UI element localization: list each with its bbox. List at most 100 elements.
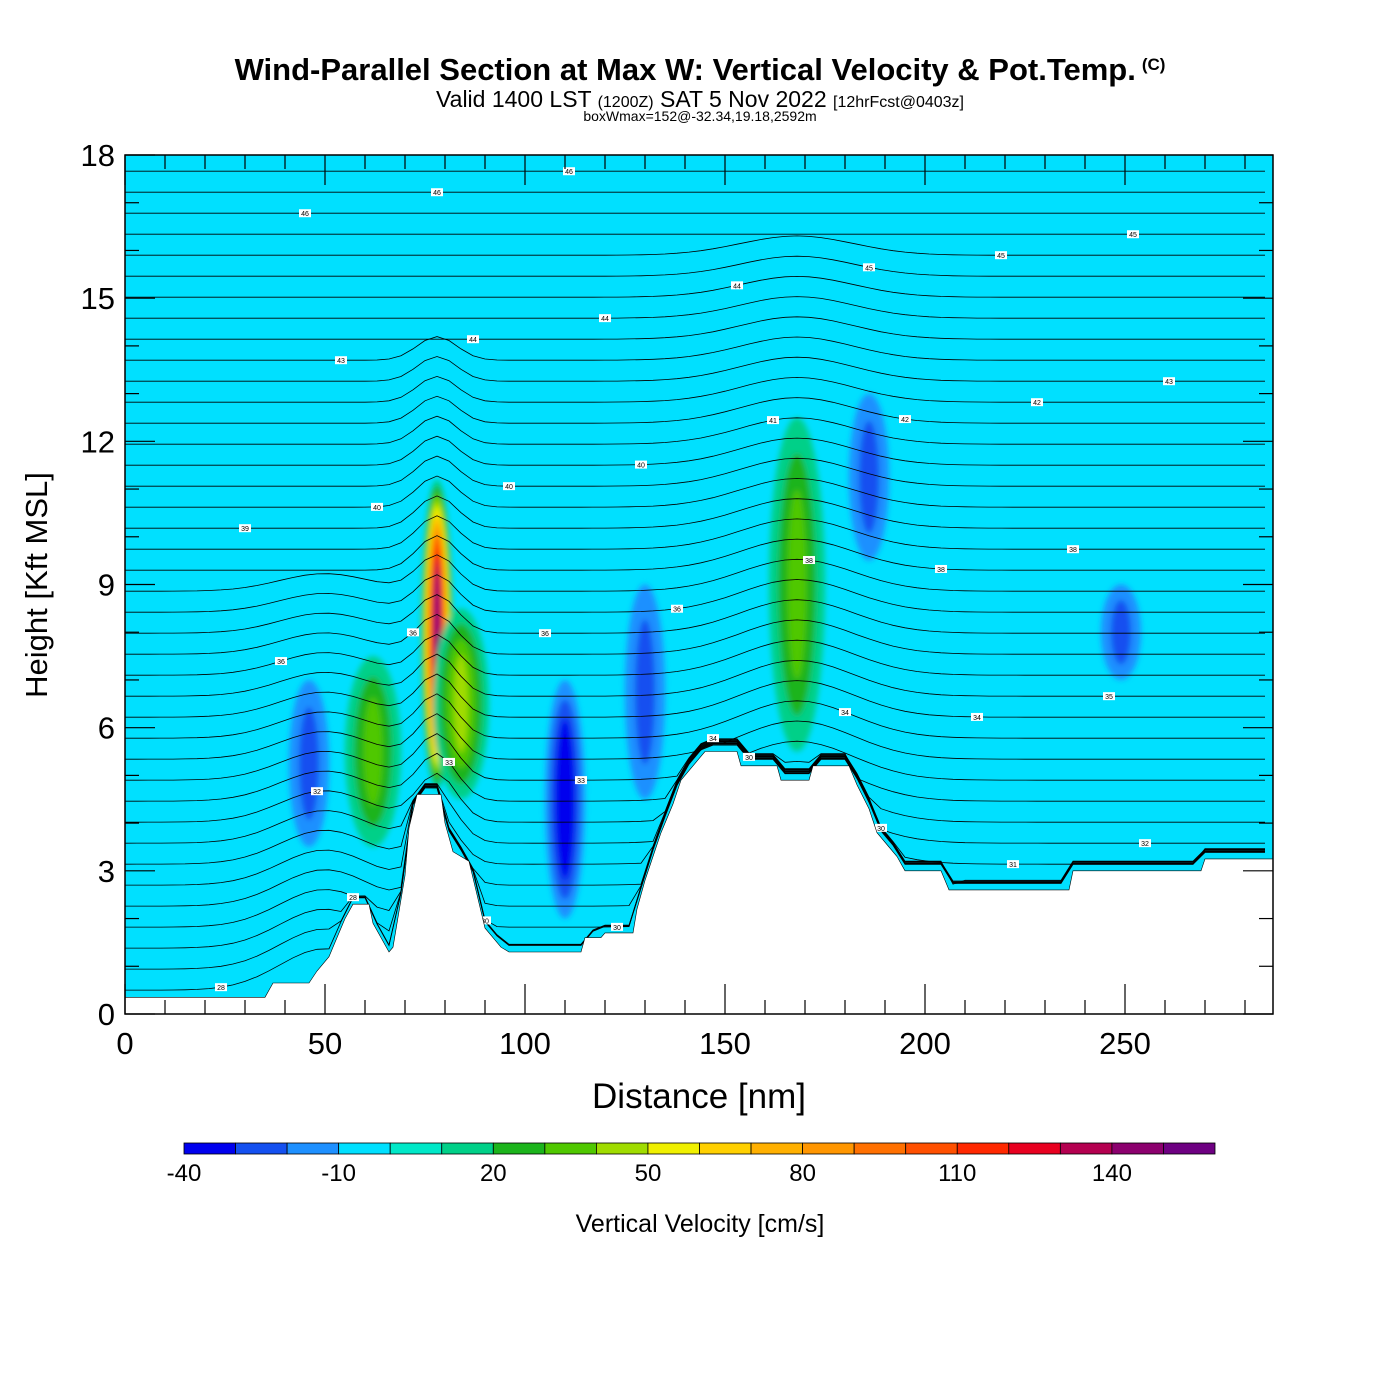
colorbar-swatch-10 xyxy=(441,1142,494,1155)
isentrope-label-3: 30 xyxy=(613,925,621,932)
isentrope-label-33: 44 xyxy=(733,283,741,290)
y-tick-label-3: 3 xyxy=(98,854,115,889)
isentrope-label-30: 43 xyxy=(337,358,345,365)
isentrope-line-3 xyxy=(125,742,1265,928)
isentrope-label-37: 46 xyxy=(301,211,309,218)
isentrope-line-25 xyxy=(125,435,1265,466)
updraft-core-2-level-3 xyxy=(363,697,383,806)
isentrope-label-17: 36 xyxy=(541,631,549,638)
isentrope-label-34: 45 xyxy=(865,265,873,272)
copyright-mark: (C) xyxy=(1141,55,1166,74)
isentrope-line-20 xyxy=(125,535,1265,571)
isentrope-label-bg-29 xyxy=(1163,377,1175,386)
isentrope-label-8: 32 xyxy=(313,789,321,796)
y-axis-label: Height [Kft MSL] xyxy=(19,472,54,698)
colorbar-swatch-0 xyxy=(389,1142,443,1155)
isentrope-label-bg-15 xyxy=(275,657,287,666)
isentrope-label-bg-30 xyxy=(335,356,347,365)
x-tick-label-100: 100 xyxy=(499,1026,551,1061)
isentrope-line-22 xyxy=(125,495,1265,529)
isentrope-label-25: 40 xyxy=(637,463,645,470)
colorbar-swatch-30 xyxy=(544,1142,597,1155)
downdraft-core-5-level-2 xyxy=(299,707,319,820)
y-tick-label-9: 9 xyxy=(98,568,115,603)
x-tick-label-250: 250 xyxy=(1099,1026,1151,1061)
colorbar-swatch--30 xyxy=(235,1142,288,1155)
isentrope-label-39: 46 xyxy=(565,169,573,176)
colorbar-swatch-80 xyxy=(802,1142,855,1155)
isentrope-label-bg-16 xyxy=(407,628,419,637)
colorbar-swatch-70 xyxy=(750,1142,803,1155)
x-tick-label-50: 50 xyxy=(308,1026,342,1061)
isentrope-label-9: 33 xyxy=(445,760,453,767)
isentrope-label-21: 38 xyxy=(1069,547,1077,554)
isentrope-label-bg-31 xyxy=(467,335,479,344)
colorbar-tick-label--40: -40 xyxy=(167,1160,202,1187)
isentrope-label-19: 38 xyxy=(805,558,813,565)
isentrope-line-6 xyxy=(125,740,1265,865)
isentrope-label-bg-38 xyxy=(431,188,443,197)
colorbar-swatch-90 xyxy=(853,1142,907,1155)
isentrope-label-13: 34 xyxy=(973,715,981,722)
isentrope-label-32: 44 xyxy=(601,316,609,323)
isentrope-line-26 xyxy=(125,415,1265,445)
downdraft-core-4-level-4 xyxy=(560,738,570,861)
box-wmax-info: boxWmax=152@-32.34,19.18,2592m xyxy=(583,108,817,124)
isentrope-label-10: 33 xyxy=(577,778,585,785)
isentrope-label-23: 40 xyxy=(373,505,381,512)
isentrope-label-bg-1 xyxy=(347,893,359,902)
isentrope-label-5: 30 xyxy=(877,826,885,833)
isentrope-label-11: 34 xyxy=(709,736,717,743)
downdraft-core-8-level-2 xyxy=(1111,600,1131,665)
isentrope-line-27 xyxy=(125,395,1265,424)
isentrope-line-19 xyxy=(125,554,1265,592)
isentrope-label-28: 42 xyxy=(1033,400,1041,407)
isentrope-label-bg-12 xyxy=(839,708,851,717)
colorbar-swatch-60 xyxy=(699,1142,752,1155)
x-tick-label-200: 200 xyxy=(899,1026,951,1061)
isentrope-line-12 xyxy=(125,693,1265,739)
isentrope-line-23 xyxy=(125,475,1265,508)
isentrope-label-bg-22 xyxy=(239,524,251,533)
isentrope-label-bg-11 xyxy=(707,734,719,743)
terrain-mask xyxy=(125,751,1273,1014)
colorbar-swatch--20 xyxy=(286,1142,340,1155)
isentrope-label-36: 45 xyxy=(1129,232,1137,239)
colorbar-swatch-130 xyxy=(1059,1142,1113,1155)
isentrope-label-bg-34 xyxy=(863,263,875,272)
isentrope-label-27: 42 xyxy=(901,417,909,424)
isentrope-label-20: 38 xyxy=(937,567,945,574)
colorbar-swatch--10 xyxy=(338,1142,391,1155)
isentrope-label-14: 35 xyxy=(1105,694,1113,701)
isentrope-line-33 xyxy=(125,275,1265,298)
isentrope-label-bg-0 xyxy=(215,983,227,992)
isentrope-label-bg-17 xyxy=(539,629,551,638)
isentrope-label-bg-27 xyxy=(899,415,911,424)
isentrope-label-29: 43 xyxy=(1165,379,1173,386)
x-tick-label-150: 150 xyxy=(699,1026,751,1061)
isentrope-label-bg-26 xyxy=(767,416,779,425)
x-axis-label: Distance [nm] xyxy=(592,1077,806,1116)
isentrope-line-16 xyxy=(125,613,1265,655)
isentrope-line-17 xyxy=(125,594,1265,634)
y-tick-label-12: 12 xyxy=(81,424,115,459)
isentrope-line-30 xyxy=(125,336,1265,361)
isentrope-label-bg-4 xyxy=(743,752,755,761)
isentrope-line-4 xyxy=(125,742,1265,907)
isentrope-label-16: 36 xyxy=(409,630,417,637)
isentrope-line-18 xyxy=(125,574,1265,613)
downdraft-core-6-level-2 xyxy=(635,619,655,765)
isentrope-label-35: 45 xyxy=(997,253,1005,260)
isentrope-label-bg-9 xyxy=(443,757,455,766)
colorbar-tick-label-20: 20 xyxy=(480,1160,507,1187)
colorbar-swatch-120 xyxy=(1008,1142,1061,1155)
y-tick-label-0: 0 xyxy=(98,997,115,1032)
isentrope-label-bg-13 xyxy=(971,712,983,721)
colorbar-swatch-50 xyxy=(647,1142,700,1155)
isentrope-label-bg-24 xyxy=(503,482,515,491)
isentrope-label-18: 36 xyxy=(673,607,681,614)
colorbar-tick-label--10: -10 xyxy=(321,1160,356,1187)
isentrope-line-10 xyxy=(125,733,1265,781)
isentrope-label-bg-21 xyxy=(1067,545,1079,554)
